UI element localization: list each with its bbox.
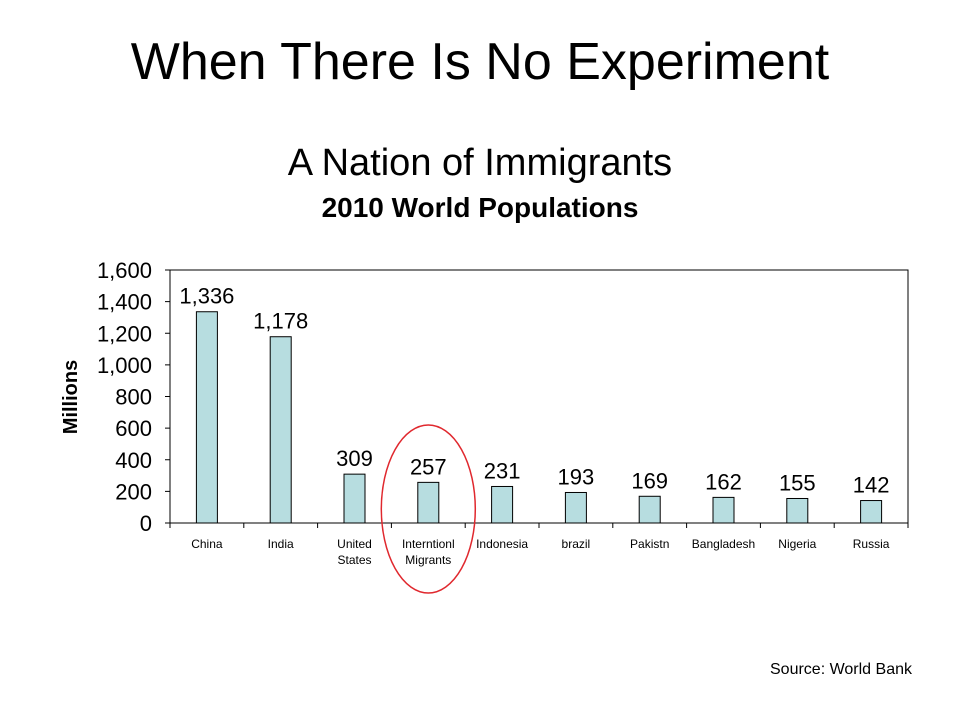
- x-category-label: India: [268, 537, 294, 551]
- bar: [786, 497, 809, 524]
- x-category-label: United: [337, 537, 372, 551]
- bar: [564, 491, 587, 524]
- x-category-label: Migrants: [405, 553, 451, 567]
- data-label: 162: [705, 469, 742, 494]
- y-tick-label: 1,400: [97, 290, 152, 315]
- x-category-label: China: [191, 537, 223, 551]
- y-tick-label: 1,000: [97, 353, 152, 378]
- data-label: 309: [336, 446, 373, 471]
- x-category-label: Bangladesh: [692, 537, 755, 551]
- slide-title: When There Is No Experiment: [130, 33, 830, 91]
- data-label: 1,178: [253, 309, 308, 334]
- data-label: 1,336: [179, 284, 234, 309]
- data-label: 257: [410, 454, 447, 479]
- bar: [417, 481, 440, 524]
- x-category-label: Pakistn: [630, 537, 669, 551]
- x-category-label: Russia: [853, 537, 890, 551]
- chart-title: 2010 World Populations: [321, 192, 639, 223]
- bar: [638, 495, 661, 524]
- bar: [712, 496, 735, 524]
- bar: [860, 500, 883, 524]
- y-tick-label: 400: [115, 448, 152, 473]
- y-axis-label: Millions: [60, 360, 82, 434]
- y-tick-label: 1,600: [97, 258, 152, 283]
- y-tick-label: 1,200: [97, 321, 152, 346]
- y-tick-label: 200: [115, 479, 152, 504]
- bar: [343, 473, 366, 524]
- data-label: 142: [853, 473, 890, 498]
- bar: [195, 311, 218, 524]
- data-label: 193: [558, 464, 595, 489]
- data-label: 231: [484, 458, 521, 483]
- x-category-label: Nigeria: [778, 537, 816, 551]
- data-label: 155: [779, 470, 816, 495]
- source-note: Source: World Bank: [770, 661, 912, 678]
- y-tick-label: 600: [115, 416, 152, 441]
- bar: [269, 336, 292, 524]
- y-tick-label: 0: [140, 511, 152, 536]
- bar: [491, 485, 514, 524]
- data-label: 169: [631, 468, 668, 493]
- x-category-label: States: [337, 553, 371, 567]
- highlight-ellipse: [380, 424, 477, 594]
- x-category-label: brazil: [562, 537, 591, 551]
- slide-subtitle: A Nation of Immigrants: [287, 142, 673, 184]
- y-tick-label: 800: [115, 385, 152, 410]
- x-category-label: Interntionl: [402, 537, 455, 551]
- x-category-label: Indonesia: [476, 537, 528, 551]
